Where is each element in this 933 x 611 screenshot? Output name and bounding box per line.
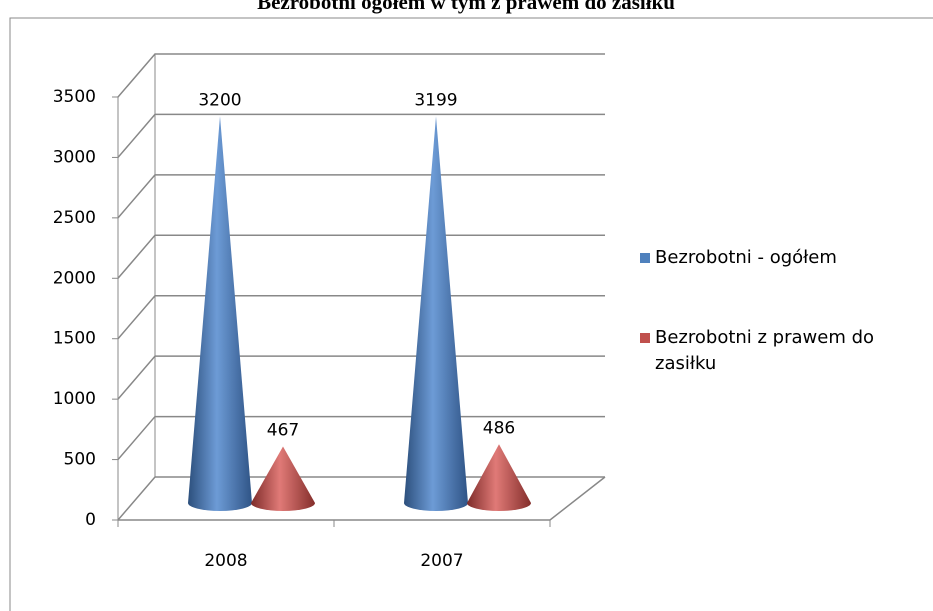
- data-label: 3200: [198, 90, 241, 110]
- legend-swatch: [640, 253, 650, 263]
- cone: [404, 116, 468, 512]
- legend-swatch: [640, 333, 650, 343]
- grid-line: [117, 355, 605, 400]
- cone: [188, 116, 252, 511]
- y-tick-label: 1000: [53, 389, 96, 409]
- grid-line: [117, 113, 605, 158]
- legend-label: Bezrobotni z prawem do zasiłku: [655, 327, 875, 374]
- grid-line: [117, 294, 605, 340]
- data-label: 3199: [414, 90, 457, 110]
- y-tick-label: 500: [64, 450, 96, 470]
- data-label: 486: [483, 418, 515, 438]
- y-tick-label: 3000: [53, 147, 96, 167]
- cone: [467, 444, 531, 511]
- y-tick-label: 3500: [53, 87, 96, 107]
- chart-title: Bezrobotni ogółem w tym z prawem do zasi…: [257, 0, 675, 14]
- grid-line: [117, 53, 605, 98]
- x-tick-label: 2007: [420, 551, 463, 571]
- grid-line: [117, 174, 605, 219]
- y-tick-label: 1500: [53, 329, 96, 349]
- grid-line: [117, 415, 605, 461]
- data-label: 467: [267, 421, 299, 441]
- cone: [251, 446, 315, 511]
- y-tick-label: 0: [85, 510, 96, 530]
- x-tick-label: 2008: [204, 551, 247, 571]
- y-tick-label: 2500: [53, 208, 96, 228]
- y-tick-label: 2000: [53, 268, 96, 288]
- grid-line: [117, 234, 605, 279]
- chart-border: [9, 17, 933, 611]
- legend-label: Bezrobotni - ogółem: [655, 247, 837, 268]
